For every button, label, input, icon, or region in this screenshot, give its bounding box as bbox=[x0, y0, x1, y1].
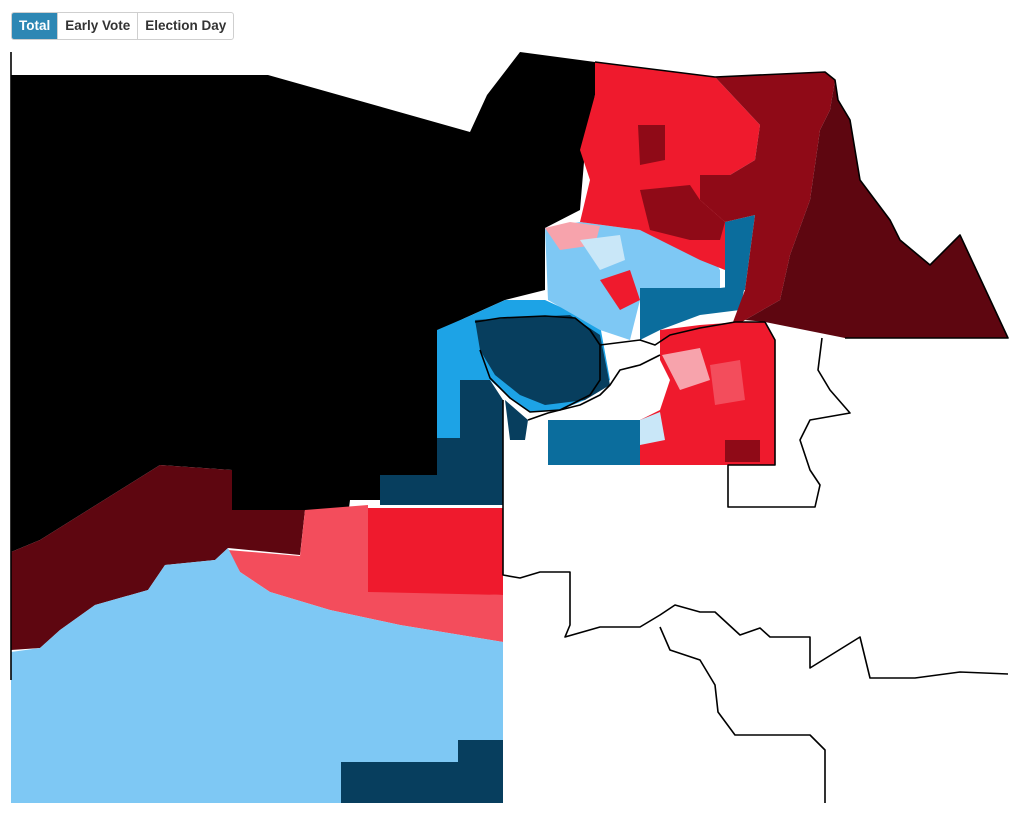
tab-total[interactable]: Total bbox=[12, 13, 59, 39]
district-boundary-core bbox=[474, 315, 601, 413]
region-light-blue-south bbox=[11, 548, 503, 803]
region-darkred-north-inset bbox=[638, 125, 665, 165]
region-palebl-southeast bbox=[640, 412, 665, 445]
region-darkestred-east bbox=[745, 80, 1008, 338]
region-salmon-southeast bbox=[710, 360, 745, 405]
region-darkred-north-mid bbox=[640, 185, 725, 240]
region-navy-core bbox=[475, 315, 610, 405]
region-pale-north bbox=[580, 235, 625, 270]
region-navy-south bbox=[341, 740, 503, 803]
region-darkred-northeast bbox=[700, 72, 835, 330]
district-boundary-east-outline bbox=[727, 321, 851, 508]
region-darkred-southeast bbox=[725, 440, 760, 462]
district-boundary-central bbox=[599, 321, 765, 346]
region-blue-north-center bbox=[640, 285, 745, 340]
region-salmon-band bbox=[228, 505, 503, 642]
region-navy-west bbox=[380, 380, 503, 505]
district-boundary-northeast-edge bbox=[594, 61, 1009, 339]
tab-early-vote[interactable]: Early Vote bbox=[58, 13, 139, 39]
region-blue-south bbox=[548, 420, 640, 465]
region-navy-notch bbox=[505, 400, 528, 440]
no-data-region bbox=[11, 52, 595, 552]
district-boundary-south bbox=[502, 400, 1009, 679]
district-boundary-river bbox=[527, 354, 661, 421]
region-pink-southeast bbox=[662, 348, 710, 390]
district-boundary-southsouth bbox=[659, 626, 826, 803]
vote-type-toggle: Total Early Vote Election Day bbox=[11, 12, 235, 40]
region-sw-dark-red bbox=[11, 465, 305, 650]
region-red-spots-north bbox=[600, 270, 640, 310]
tab-election-day[interactable]: Election Day bbox=[145, 18, 227, 33]
region-red-block bbox=[368, 508, 503, 595]
